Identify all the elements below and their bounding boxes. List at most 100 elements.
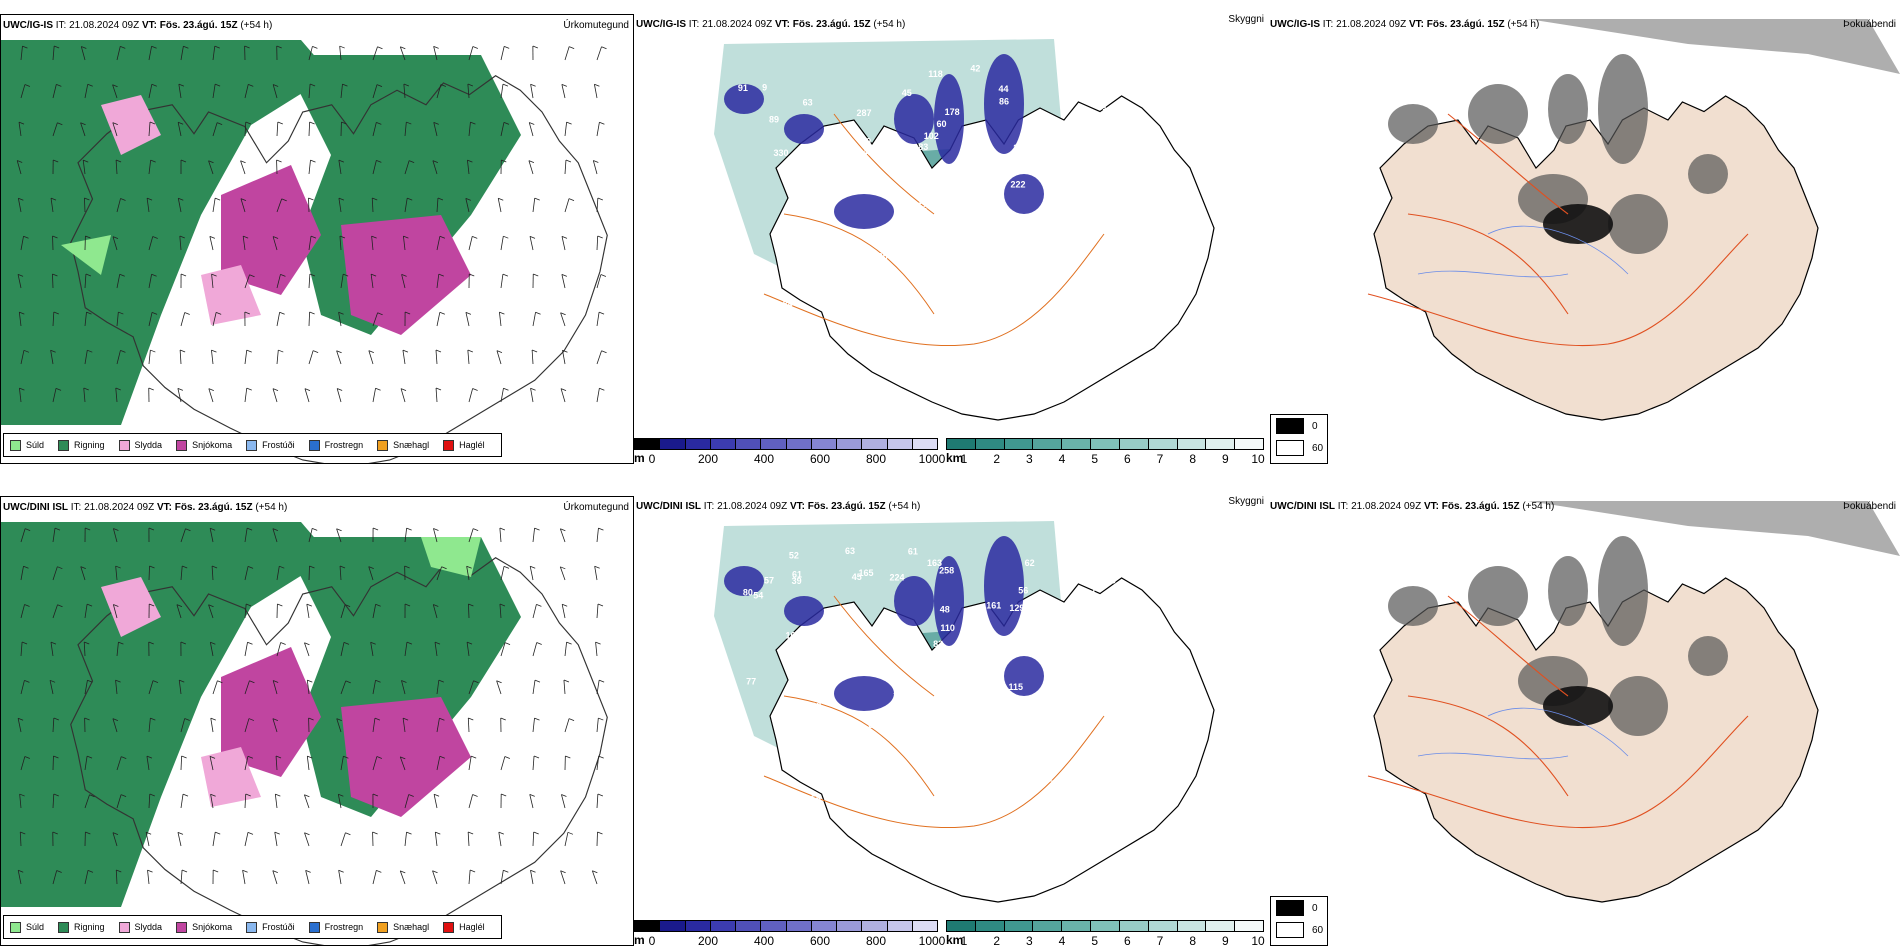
lead-time: (+54 h) [255,502,288,513]
cloud-base-label: 161 [986,601,1001,611]
cloud-base-label: 69 [1078,591,1088,601]
colorbar-cell [761,439,787,449]
ptype-panel-top: UWC/IG-IS IT: 21.08.2024 09Z VT: Fös. 23… [0,14,634,464]
fog-title-top: Þokuábendi [1843,19,1896,30]
legend-swatch [1276,922,1304,938]
model-name: UWC/DINI ISL [3,502,68,513]
colorbar-unit: m [634,933,645,946]
cloud-base-label: 48 [863,148,873,158]
cloud-base-label: 82 [933,639,943,649]
colorbar-tick: 2 [993,452,1000,464]
colorbar-cell [1004,921,1034,931]
colorbar-tick: 0 [648,452,656,464]
colorbar-tick: 400 [753,452,775,464]
colorbar-cell [837,921,863,931]
cloud-title-bottom: Skyggni [1228,496,1264,507]
ptype-legend-top: Súld Rigning Slydda Snjókoma Frostúði Frostre… [3,433,502,457]
legend-label: Haglél [459,922,485,932]
legend-label: Frostúði [262,922,295,932]
cloud-base-label: 87 [962,256,972,266]
colorbar-cell [947,439,976,449]
ptype-legend-item: Frostregn [308,439,363,451]
cloud-base-label: 44 [817,718,827,728]
colorbar-cell [947,921,976,931]
vt-time: Fös. 23.ágú. 15Z [807,501,886,512]
fog-shading [1528,501,1900,556]
colorbar-tick: 8 [1189,934,1196,946]
vt-time: Fös. 23.ágú. 15Z [1441,501,1520,512]
ptype-legend-item: Snjókoma [176,439,233,451]
fog-header-bottom: UWC/DINI ISL IT: 21.08.2024 09Z VT: Fös.… [1270,501,1554,512]
legend-label: Slydda [134,440,163,450]
colorbar-ticks: 0 200 400 600 800 1000 [634,452,946,464]
legend-swatch [1276,418,1304,434]
colorbar-tick: 1 [960,452,968,464]
cloud-base-label: 54 [886,272,896,282]
colorbar-cell [685,921,711,931]
fog-map-bottom [1367,501,1900,903]
cloud-base-label: 51 [956,191,966,201]
cloud-base-label: 89 [769,115,779,125]
ptype-legend-item: Snæhagl [377,439,429,451]
colorbar-cell [786,921,812,931]
colorbar-cell [1206,439,1236,449]
cloud-base-label: 163 [927,558,942,568]
cloud-base-label: 96 [966,168,976,178]
cloud-base-label: 42 [935,707,945,717]
cloud-header-top: UWC/IG-IS IT: 21.08.2024 09Z VT: Fös. 23… [636,19,905,30]
legend-swatch [246,921,258,933]
colorbar-cell [811,439,837,449]
colorbar-cell [1148,921,1178,931]
cloud-base-label: 86 [999,96,1009,106]
island-outline [1373,95,1819,421]
cloud-base-label: 165 [859,568,874,578]
cloud-base-label: 57 [738,781,748,791]
vt-time: Fös. 23.ágú. 15Z [159,20,238,31]
it-time: 21.08.2024 09Z [1351,501,1422,512]
colorbar-cell [786,439,812,449]
vt-label: VT: [156,502,172,513]
colorbar-cell [1033,921,1063,931]
ptype-legend-item: Frostregn [308,921,363,933]
cloud-base-label: 60 [936,119,946,129]
cloud-base-label: 47 [805,264,815,274]
colorbar-cell [975,439,1005,449]
cloud-base-label: 155 [806,794,821,804]
cloud-base-label: 58 [985,201,995,211]
colorbar-km-top: km 1 2 3 4 5 6 7 8 9 10 [946,438,1265,464]
cloud-base-label: 62 [1015,231,1025,241]
colorbar-unit: km [946,933,964,946]
cloud-base-label: 44 [999,84,1009,94]
cloud-base-label: 77 [746,676,756,686]
legend-label: Slydda [134,922,163,932]
river-network [1417,707,1629,760]
cloud-base-label: 69 [868,720,878,730]
fog-legend-item: 0 [1271,415,1327,437]
cloud-base-label: 46 [1003,642,1013,652]
cloud-base-label: 74 [783,222,793,232]
cloud-base-label: 57 [764,576,774,586]
colorbar-tick: 1000 [918,934,946,946]
fog-title-bottom: Þokuábendi [1843,501,1896,512]
cloud-base-label: 83 [918,142,928,152]
legend-swatch [1276,900,1304,916]
colorbar-tick: 4 [1058,452,1066,464]
colorbar-tick: 400 [753,934,775,946]
cloud-base-label: 81 [1063,289,1073,299]
fog-legend-item: 60 [1271,437,1327,459]
cloud-panel-top: 84 49 51 48 45 42 42 44 91 62 51 48 54 118 53 59 62 74 62 5… [634,14,1268,464]
colorbar-cell [1148,439,1178,449]
cloud-base-label: 78 [1092,584,1102,594]
cloud-base-label: 62 [917,201,927,211]
colorbar-unit: m [634,451,645,464]
cloud-base-label: 258 [939,565,954,575]
colorbar-tick: 2 [993,934,1000,946]
vt-label: VT: [774,19,790,30]
cloud-base-label: 96 [1014,216,1024,226]
colorbar-cell [660,921,686,931]
cloud-base-label: 117 [1071,717,1086,727]
island-outline [769,577,1215,903]
cloud-base-label: 224 [889,573,904,583]
colorbar-tick: 6 [1123,934,1131,946]
legend-label: Snjókoma [192,440,233,450]
